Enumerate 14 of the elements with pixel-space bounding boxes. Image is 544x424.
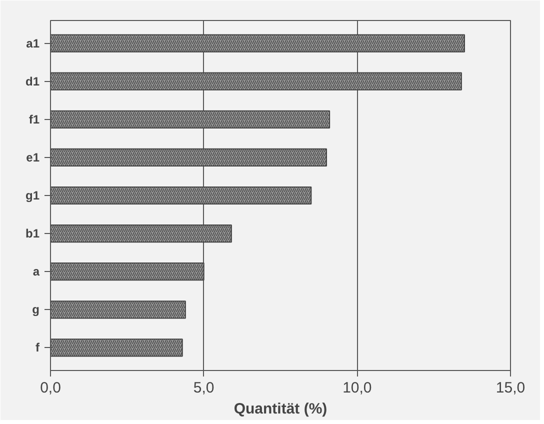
y-tick-label: g1 xyxy=(25,188,40,202)
x-tick-label: 10,0 xyxy=(342,380,372,396)
x-tick-label: 15,0 xyxy=(496,380,526,396)
y-tick-label: b1 xyxy=(25,226,40,241)
y-tick-label: g xyxy=(32,302,40,317)
y-tick-label: a xyxy=(32,264,40,279)
y-tick-label: f1 xyxy=(28,112,40,126)
x-tick-label: 5,0 xyxy=(193,380,214,396)
y-tick-label: f xyxy=(36,340,41,355)
y-tick-label: e1 xyxy=(26,150,40,164)
y-tick-label: a1 xyxy=(26,36,40,50)
y-tick-label: d1 xyxy=(25,74,40,88)
x-axis-title: Quantität (%) xyxy=(234,400,328,418)
x-tick-label: 0,0 xyxy=(40,380,61,396)
